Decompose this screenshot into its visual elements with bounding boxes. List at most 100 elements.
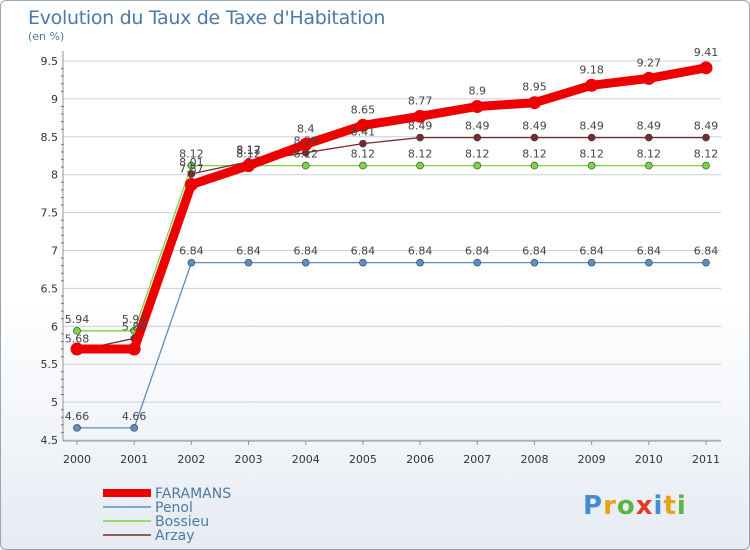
data-point-faramans — [699, 61, 713, 75]
data-label: 8.12 — [236, 148, 261, 161]
data-label: 8.12 — [179, 148, 204, 161]
data-label: 6.84 — [351, 245, 376, 258]
x-tick-label: 2000 — [63, 453, 91, 466]
data-point-faramans — [585, 78, 599, 92]
data-label: 9.18 — [579, 63, 604, 76]
y-tick-label: 7.5 — [41, 207, 59, 220]
data-point-arzay — [187, 170, 196, 178]
data-point-bossieu — [301, 161, 310, 170]
data-label: 6.84 — [522, 245, 547, 258]
logo-letter: x — [635, 491, 654, 521]
data-label: 5.84 — [122, 320, 147, 333]
data-point-faramans — [242, 159, 256, 173]
data-labels: 4.66 4.66 6.84 6.84 6.84 6.84 6.84 6.84 6.84 6.84… — [65, 46, 719, 423]
data-point-faramans — [299, 137, 313, 151]
y-tick-label: 7 — [51, 245, 58, 258]
chart-title: Evolution du Taux de Taxe d'Habitation — [28, 7, 386, 29]
series-line-penol — [76, 261, 707, 429]
data-point-faramans — [527, 96, 541, 110]
data-point-arzay — [702, 133, 710, 142]
proxiti-logo: Proxiti — [583, 491, 687, 521]
data-point-bossieu — [702, 161, 710, 170]
data-label: 5.94 — [65, 313, 90, 326]
data-point-penol — [587, 258, 596, 267]
x-tick-label: 2005 — [349, 453, 377, 466]
y-tick-label: 4.5 — [41, 434, 59, 447]
axes: 4.5 5 5.5 6 6.5 7 7.5 8 8.5 9 9.5 2000 2001 2002 2003 2… — [41, 51, 721, 466]
x-tick-label: 2004 — [292, 453, 320, 466]
data-label: 8.95 — [522, 81, 547, 94]
data-label: 8.12 — [293, 148, 318, 161]
data-point-penol — [301, 258, 310, 267]
data-label: 6.84 — [579, 245, 604, 258]
data-label: 8.12 — [236, 144, 261, 157]
data-point-bossieu — [473, 161, 482, 170]
data-point-penol — [73, 424, 81, 432]
data-label: 9.41 — [694, 46, 719, 59]
data-label: 5.94 — [122, 313, 147, 326]
data-label: 6.84 — [465, 245, 490, 258]
data-point-faramans — [356, 118, 370, 132]
y-tick-label: 5 — [51, 396, 58, 409]
data-label: 8.12 — [637, 148, 662, 161]
data-point-penol — [702, 258, 710, 267]
data-label: 8.41 — [351, 126, 376, 139]
y-tick-label: 8.5 — [41, 131, 59, 144]
data-label: 4.66 — [122, 410, 147, 423]
data-point-faramans — [184, 178, 198, 192]
data-label: 8.49 — [465, 120, 490, 133]
data-point-penol — [530, 258, 539, 267]
series-line-bossieu — [76, 164, 707, 332]
x-tick-label: 2001 — [120, 453, 148, 466]
data-point-arzay — [530, 133, 539, 142]
data-label: 8.12 — [522, 148, 547, 161]
data-label: 8.12 — [408, 148, 433, 161]
data-label: 8.12 — [694, 148, 719, 161]
data-point-bossieu — [187, 161, 196, 170]
legend-label-arzay: Arzay — [155, 528, 195, 544]
logo-letter: i — [653, 491, 664, 521]
data-point-arzay — [416, 133, 424, 142]
data-point-bossieu — [530, 161, 539, 170]
x-tick-label: 2007 — [463, 453, 491, 466]
data-point-bossieu — [359, 161, 367, 170]
data-label: 8.77 — [408, 94, 433, 107]
data-label: 6.84 — [694, 245, 719, 258]
data-label: 5.68 — [65, 333, 90, 346]
series-layer — [70, 61, 713, 432]
data-point-bossieu — [416, 161, 424, 170]
data-point-bossieu — [645, 161, 653, 170]
data-point-faramans — [127, 342, 141, 356]
logo-letter: r — [603, 491, 617, 521]
legend-label-faramans: FARAMANS — [155, 486, 231, 502]
data-label: 8.29 — [293, 135, 318, 148]
data-label: 7.87 — [179, 163, 204, 176]
chart-subtitle: (en %) — [28, 30, 65, 43]
data-label: 8.12 — [351, 148, 376, 161]
data-point-faramans — [413, 109, 427, 123]
data-label: 8.12 — [579, 148, 604, 161]
data-label: 8.65 — [351, 103, 376, 116]
y-grid — [63, 60, 721, 441]
logo-letter: P — [583, 491, 604, 521]
logo-letter: o — [616, 491, 636, 521]
data-point-penol — [416, 258, 424, 267]
data-point-faramans — [642, 71, 656, 85]
data-point-penol — [359, 258, 367, 267]
data-point-penol — [187, 258, 196, 267]
data-point-bossieu — [73, 327, 81, 335]
data-label: 4.66 — [65, 410, 90, 423]
data-label: 6.84 — [637, 245, 662, 258]
series-line-faramans — [72, 63, 711, 354]
y-tick-label: 8 — [51, 169, 58, 182]
data-label: 6.84 — [179, 245, 204, 258]
data-label: 9.27 — [637, 56, 662, 69]
data-point-penol — [130, 424, 138, 432]
x-tick-label: 2010 — [635, 453, 663, 466]
logo-letter: t — [663, 491, 677, 521]
data-label: 8.9 — [469, 84, 487, 97]
data-label: 8.49 — [694, 120, 719, 133]
